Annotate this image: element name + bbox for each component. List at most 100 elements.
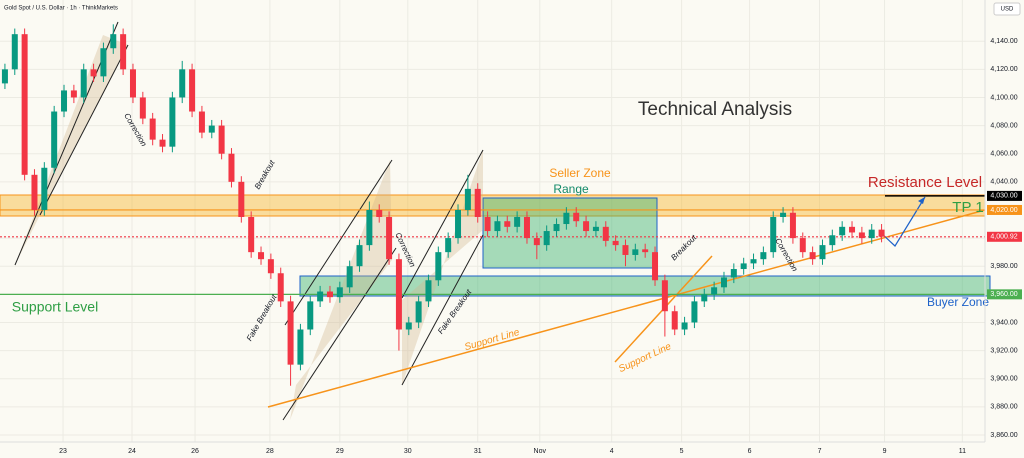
- candle-body: [799, 238, 806, 253]
- candle-body: [287, 301, 294, 365]
- range-box: [482, 197, 658, 269]
- y-tick-label: 4,080.00: [990, 122, 1017, 129]
- channel: [402, 150, 483, 385]
- price-tag-label: 3,960.00: [990, 291, 1017, 298]
- x-tick-label: Nov: [534, 448, 547, 455]
- annotation: TP 1: [952, 199, 983, 216]
- x-tick-label: 30: [404, 448, 412, 455]
- candle-body: [691, 301, 698, 323]
- price-tag: [987, 231, 1022, 242]
- candle-body: [405, 322, 412, 330]
- candle-body: [297, 329, 304, 365]
- candle-body: [139, 97, 146, 119]
- candle-body: [445, 238, 452, 253]
- price-tag: [987, 204, 1022, 215]
- candle-body: [61, 90, 68, 112]
- channel-line: [401, 149, 484, 299]
- candle-body: [681, 322, 688, 330]
- candle-body: [819, 245, 826, 260]
- candle-body: [474, 188, 481, 217]
- candle-body: [376, 209, 383, 217]
- y-tick-label: 3,920.00: [990, 347, 1017, 354]
- x-tick-label: 24: [128, 448, 136, 455]
- candle-body: [277, 273, 284, 302]
- candle-body: [336, 287, 343, 298]
- x-tick-label: 6: [748, 448, 752, 455]
- annotation: Seller Zone: [549, 166, 611, 180]
- candle-body: [179, 69, 186, 98]
- candle-body: [671, 311, 678, 330]
- candle-body: [110, 34, 117, 49]
- candle-body: [533, 238, 540, 246]
- candle-body: [711, 287, 718, 295]
- candle-body: [70, 90, 77, 98]
- y-tick-label: 3,980.00: [990, 263, 1017, 270]
- x-tick-label: 7: [818, 448, 822, 455]
- candle-body: [218, 125, 225, 154]
- x-tick-label: 26: [191, 448, 199, 455]
- candle-body: [809, 252, 816, 260]
- candle-body: [543, 231, 550, 246]
- candle-body: [228, 153, 235, 182]
- candle-body: [455, 209, 462, 239]
- candle-body: [701, 294, 708, 302]
- price-tag-label: 4,030.00: [990, 193, 1017, 200]
- candle-body: [11, 34, 18, 70]
- candle-body: [612, 240, 619, 246]
- y-tick-label: 3,860.00: [990, 432, 1017, 439]
- candle-body: [602, 226, 609, 241]
- y-tick-label: 4,120.00: [990, 66, 1017, 73]
- candle-body: [740, 263, 747, 270]
- candle-body: [592, 226, 599, 232]
- chart-title: Gold Spot / U.S. Dollar · 1h · ThinkMark…: [4, 6, 118, 12]
- candle-body: [730, 269, 737, 278]
- candle-body: [622, 245, 629, 255]
- x-tick-label: 4: [610, 448, 614, 455]
- candle-body: [583, 221, 590, 232]
- candle-body: [464, 188, 471, 210]
- channel-line: [282, 247, 397, 421]
- channel-line: [39, 44, 129, 216]
- candle-body: [189, 69, 196, 112]
- candle-body: [504, 221, 511, 227]
- candle-body: [307, 301, 314, 330]
- price-tag: [987, 289, 1022, 300]
- candle-body: [356, 245, 363, 267]
- x-tick-label: 5: [680, 448, 684, 455]
- candle-body: [484, 216, 491, 232]
- candle-body: [80, 69, 87, 98]
- candle-body: [41, 167, 48, 210]
- arrow-head: [918, 197, 925, 204]
- candle-body: [563, 212, 570, 225]
- candle-body: [169, 97, 176, 147]
- candle-body: [248, 216, 255, 253]
- candles: [1, 24, 885, 386]
- candle-body: [435, 252, 442, 281]
- candle-body: [267, 259, 274, 274]
- price-tag-label: 4,020.00: [990, 207, 1017, 214]
- candle-body: [21, 34, 28, 175]
- candle-body: [120, 34, 127, 70]
- y-tick-label: 4,040.00: [990, 179, 1017, 186]
- support-line: [267, 209, 986, 408]
- candle-body: [1, 69, 8, 84]
- candle-body: [386, 216, 393, 260]
- candle-body: [878, 229, 885, 237]
- x-tick-label: 31: [474, 448, 482, 455]
- candle-body: [523, 216, 530, 239]
- levels: [0, 195, 985, 295]
- candle-body: [494, 221, 501, 232]
- candle-body: [514, 216, 521, 227]
- annotation: Range: [553, 182, 589, 196]
- candle-body: [208, 125, 215, 133]
- candle-body: [238, 181, 245, 217]
- candle-body: [366, 209, 373, 246]
- currency-box: [993, 2, 1021, 16]
- candle-body: [652, 252, 659, 281]
- annotation: Support Level: [12, 299, 98, 315]
- candle-body: [326, 291, 333, 298]
- annotation: Buyer Zone: [927, 295, 989, 309]
- heading: Technical Analysis: [638, 99, 792, 120]
- x-tick-label: 9: [883, 448, 887, 455]
